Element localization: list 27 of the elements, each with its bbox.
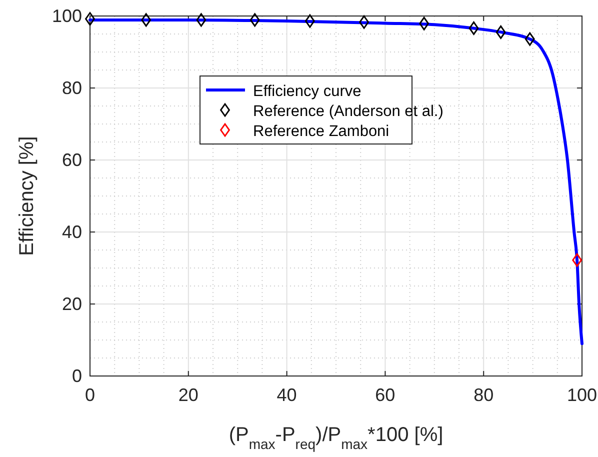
y-tick-label: 0 (72, 366, 82, 386)
legend-label: Reference Zamboni (253, 123, 390, 140)
x-axis-title: (P$_{max}$-P$_{req}$)/P$_{max}$*100 [%] (228, 424, 444, 452)
point (250, 13, 260, 27)
point (572, 253, 582, 267)
point (524, 32, 535, 46)
x-tick-label: 0 (84, 385, 96, 405)
x-tick-label: 20 (178, 385, 198, 405)
y-tick-label: 80 (62, 78, 82, 98)
x-tick-label: 80 (474, 385, 494, 405)
point (85, 12, 95, 26)
point (468, 21, 479, 35)
y-tick-label: 100 (52, 6, 82, 26)
y-tick-label: 60 (62, 150, 82, 170)
point (196, 13, 206, 27)
point (496, 25, 506, 39)
point (141, 13, 152, 27)
legend-label: Efficiency curve (253, 83, 362, 100)
point (304, 14, 315, 28)
x-tick-label: 60 (375, 385, 396, 405)
x-tick-label: 100 (566, 385, 598, 405)
x-tick-label: 40 (276, 385, 297, 405)
point (359, 15, 369, 29)
y-tick-label: 40 (62, 222, 82, 242)
y-axis-title: Efficiency [%] (16, 136, 38, 256)
y-tick-label: 20 (62, 294, 82, 314)
point (419, 16, 430, 30)
